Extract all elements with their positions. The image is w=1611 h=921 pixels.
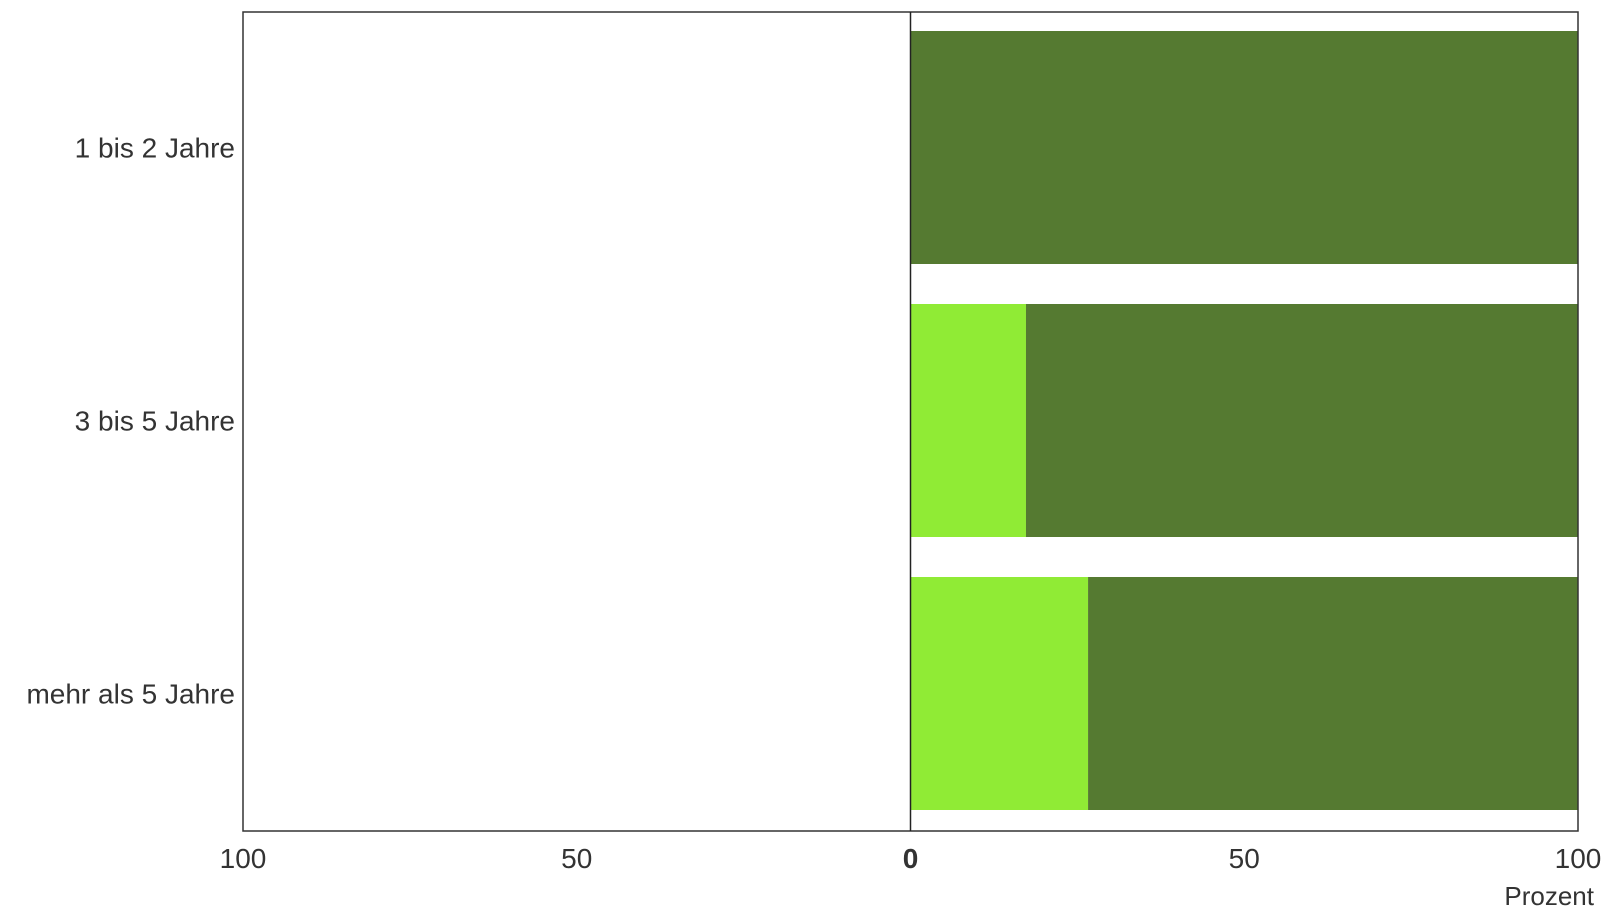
x-tick-label: 50 xyxy=(561,843,592,874)
x-tick-label: 100 xyxy=(220,843,267,874)
bar-2-series-1 xyxy=(910,304,1026,537)
x-axis-title: Prozent xyxy=(1504,881,1594,911)
bars-layer xyxy=(910,31,1578,810)
category-label: 1 bis 2 Jahre xyxy=(75,133,235,164)
category-labels: 1 bis 2 Jahre 3 bis 5 Jahre mehr als 5 Jah… xyxy=(26,133,235,710)
bar-3-series-2 xyxy=(1088,577,1578,810)
x-tick-label: 100 xyxy=(1555,843,1602,874)
bar-3-series-1 xyxy=(910,577,1089,810)
x-tick-label: 50 xyxy=(1229,843,1260,874)
category-label: mehr als 5 Jahre xyxy=(26,679,235,710)
category-label: 3 bis 5 Jahre xyxy=(75,406,235,437)
x-tick-label: 0 xyxy=(903,843,919,874)
bar-1-series-2 xyxy=(910,31,1578,264)
bar-2-series-2 xyxy=(1025,304,1578,537)
x-tick-labels: 100 50 0 50 100 xyxy=(220,843,1602,874)
